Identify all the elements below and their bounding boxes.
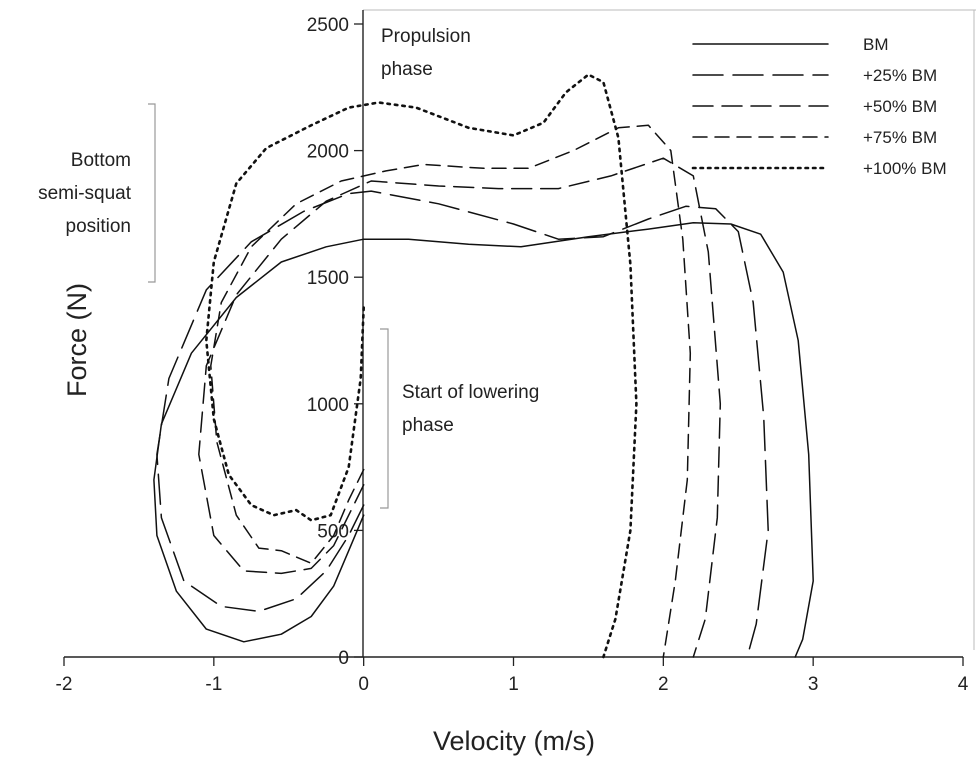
series-line-1: [156, 190, 769, 658]
y-tick-label: 1000: [307, 395, 349, 416]
series-line-4: [205, 73, 638, 659]
y-tick-label: 2000: [307, 142, 349, 163]
x-tick-label: 2: [658, 674, 669, 695]
x-tick-label: -2: [56, 674, 73, 695]
propulsion-phase-label: Propulsion phase: [381, 26, 471, 80]
series-lines: [153, 73, 814, 659]
bottom-position-bracket: [148, 103, 156, 283]
lowering-phase-bracket: [380, 328, 389, 509]
lowering-phase-label: Start of lowering phase: [402, 382, 539, 436]
x-tick-label: 0: [358, 674, 369, 695]
y-tick-label: 1500: [307, 268, 349, 289]
x-tick-label: 1: [508, 674, 519, 695]
x-tick-label: 3: [808, 674, 819, 695]
lowering-phase-label-line: phase: [402, 415, 454, 436]
lowering-phase-label-line: Start of lowering: [402, 382, 539, 403]
bottom-position-label-line: position: [66, 216, 132, 237]
y-tick-label: 2500: [307, 15, 349, 36]
series-line-0: [153, 222, 814, 658]
propulsion-phase-label-line: Propulsion: [381, 26, 471, 47]
y-axis-label: Force (N): [62, 283, 92, 397]
bottom-position-label-line: Bottom: [71, 150, 131, 171]
propulsion-phase-label-line: phase: [381, 59, 433, 80]
annotations: Propulsion phase Bottom semi-squat position S…: [38, 26, 539, 509]
legend-label-3: +75% BM: [863, 128, 937, 147]
axis-ticks: -2 -1 0 1 2 3 4 0 500 1000 1500 2000 2500: [56, 15, 969, 695]
legend: BM +25% BM +50% BM +75% BM +100% BM: [691, 35, 947, 178]
legend-label-0: BM: [863, 35, 889, 54]
y-tick-label: 0: [338, 648, 349, 669]
legend-label-4: +100% BM: [863, 159, 947, 178]
series-line-2: [198, 157, 722, 658]
x-tick-label: -1: [205, 674, 222, 695]
x-tick-label: 4: [958, 674, 969, 695]
bottom-position-label: Bottom semi-squat position: [38, 150, 132, 237]
bottom-position-label-line: semi-squat: [38, 183, 132, 204]
legend-label-1: +25% BM: [863, 66, 937, 85]
plot-frame: [64, 9, 976, 658]
x-axis-label: Velocity (m/s): [433, 726, 595, 756]
legend-label-2: +50% BM: [863, 97, 937, 116]
series-line-3: [210, 124, 692, 658]
y-tick-label: 500: [317, 521, 349, 542]
